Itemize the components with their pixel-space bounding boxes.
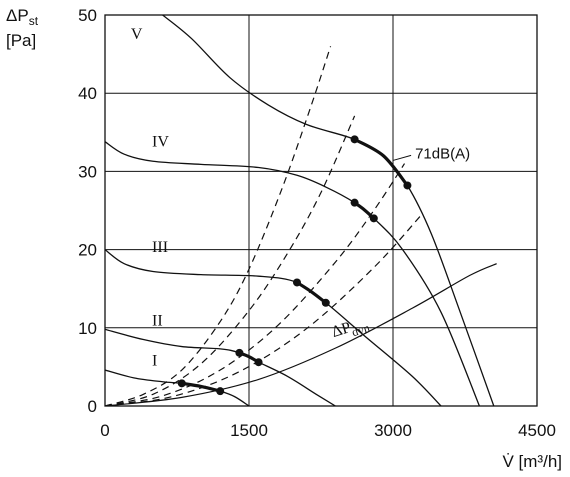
y-tick-label: 40 — [78, 84, 97, 103]
operating-point — [350, 198, 359, 207]
operating-range-III — [295, 280, 328, 305]
fan-curve-IV — [105, 141, 481, 406]
fan-curve-label: II — [152, 312, 163, 329]
system-curve — [105, 163, 406, 406]
markers — [177, 135, 412, 396]
y-tick-label: 50 — [78, 6, 97, 25]
operating-point — [293, 278, 301, 287]
x-axis-title: V̇ [m³/h] — [502, 452, 562, 471]
fan-curve-III — [105, 249, 442, 406]
curves — [105, 15, 497, 406]
operating-point — [403, 181, 412, 190]
fan-curve-V — [162, 15, 495, 406]
dynamic-pressure-subscript: dyn — [350, 321, 371, 340]
dynamic-pressure-label: ΔPdyn — [330, 314, 372, 345]
x-tick-label: 0 — [100, 421, 109, 440]
system-curve — [105, 115, 356, 406]
y-axis-title: ΔPst — [6, 6, 39, 28]
grid — [105, 15, 537, 406]
system-curve — [105, 214, 423, 406]
annotation-pointer — [392, 154, 412, 161]
fan-curve-label: IV — [152, 133, 169, 150]
operating-point — [216, 387, 225, 396]
fan-curve-label: I — [152, 352, 157, 369]
x-tick-label: 1500 — [230, 421, 268, 440]
y-tick-label: 30 — [78, 162, 97, 181]
operating-range-I — [180, 381, 222, 393]
y-tick-label: 10 — [78, 319, 97, 338]
fan-curve-label: III — [152, 239, 168, 256]
operating-point — [254, 358, 263, 367]
y-tick-label: 0 — [88, 397, 97, 416]
x-tick-label: 3000 — [374, 421, 412, 440]
operating-point — [321, 298, 330, 307]
fan-curve-label: V — [131, 26, 143, 43]
tick-labels: 0 10 20 30 40 50 0 1500 3000 4500 — [78, 6, 556, 440]
dynamic-pressure-curve — [105, 263, 497, 406]
operating-point — [235, 348, 244, 357]
operating-point — [177, 379, 186, 388]
dynamic-pressure-symbol: ΔP — [330, 319, 353, 341]
noise-level-annotation: 71dB(A) — [415, 145, 470, 162]
operating-point — [350, 135, 359, 144]
y-tick-label: 20 — [78, 241, 97, 260]
operating-range-V — [353, 137, 409, 188]
operating-point — [369, 214, 378, 223]
system-curve — [105, 46, 332, 406]
y-axis-unit: [Pa] — [6, 31, 36, 50]
plot-frame — [104, 14, 538, 407]
x-tick-label: 4500 — [518, 421, 556, 440]
